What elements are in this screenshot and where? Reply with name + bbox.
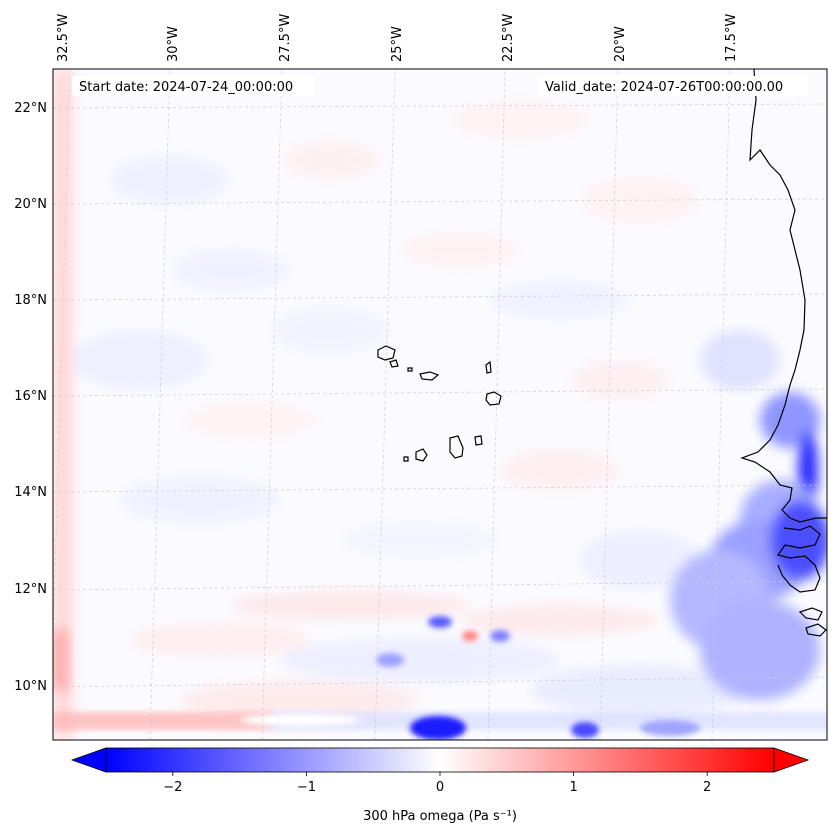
start-date-label: Start date: 2024-07-24_00:00:00 [79, 80, 293, 95]
lat-label-16n: 16°N [14, 389, 47, 404]
valid-date-label: Valid_date: 2024-07-26T00:00:00.00 [545, 80, 783, 95]
colorbar-tick-label-0: −2 [163, 780, 182, 795]
lat-label-12n: 12°N [14, 582, 47, 597]
colorbar-gradient [106, 748, 774, 772]
lon-label-22-5w: 22.5°W [501, 14, 516, 62]
coastline [377, 68, 827, 637]
colorbar-tick-label-2: 0 [436, 780, 444, 795]
lon-label-30w: 30°W [166, 26, 181, 62]
map-frame [52, 68, 828, 741]
lat-label-20n: 20°N [14, 197, 47, 212]
colorbar-extend-low [70, 747, 107, 773]
latitude-labels: 22°N 20°N 18°N 16°N 14°N 12°N 10°N [14, 101, 47, 694]
map-panel: Start date: 2024-07-24_00:00:00 Valid_da… [52, 68, 828, 741]
colorbar-tick-label-1: −1 [297, 780, 316, 795]
lon-label-32-5w: 32.5°W [56, 14, 71, 62]
valid-date-box: Valid_date: 2024-07-26T00:00:00.00 [538, 76, 808, 96]
colorbar-tick-label-3: 1 [569, 780, 577, 795]
gridlines [53, 69, 827, 740]
colorbar-label: 300 hPa omega (Pa s⁻¹) [363, 809, 517, 824]
lat-label-22n: 22°N [14, 101, 47, 116]
lat-label-18n: 18°N [14, 293, 47, 308]
colorbar: −2 −1 0 1 2 300 hPa omega (Pa s⁻¹) [70, 747, 810, 824]
omega-field [53, 69, 827, 740]
colorbar-extend-high [773, 747, 810, 773]
colorbar-ticks: −2 −1 0 1 2 [163, 772, 711, 795]
lon-label-25w: 25°W [390, 26, 405, 62]
colorbar-tick-label-4: 2 [703, 780, 711, 795]
lon-label-27-5w: 27.5°W [278, 14, 293, 62]
lon-label-20w: 20°W [613, 26, 628, 62]
lat-label-14n: 14°N [14, 485, 47, 500]
lon-label-17-5w: 17.5°W [724, 14, 739, 62]
longitude-labels: 32.5°W 30°W 27.5°W 25°W 22.5°W 20°W 17.5… [56, 14, 739, 62]
start-date-box: Start date: 2024-07-24_00:00:00 [72, 76, 314, 96]
lat-label-10n: 10°N [14, 679, 47, 694]
